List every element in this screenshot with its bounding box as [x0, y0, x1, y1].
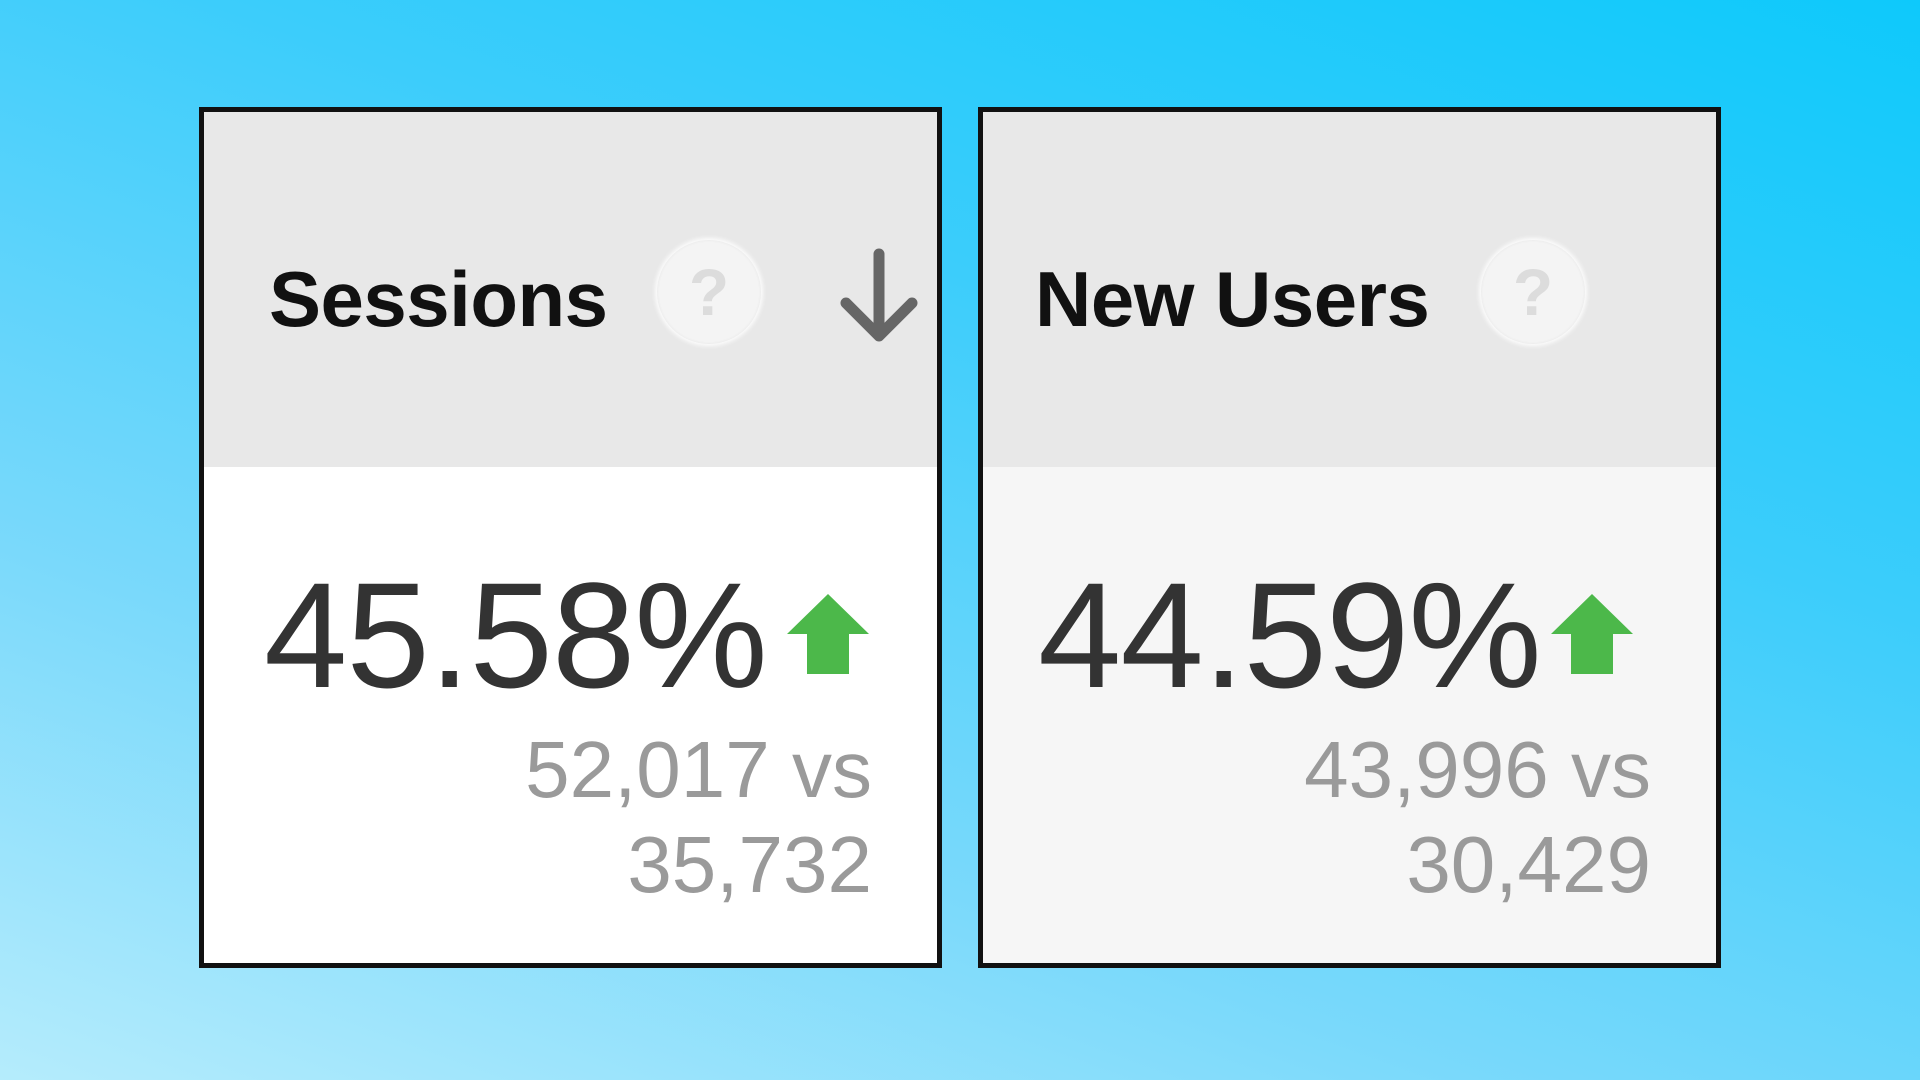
- metric-card-header[interactable]: Sessions ?: [204, 112, 937, 467]
- metric-card-sessions: Sessions ? 45.58% 52,017 vs 35,732: [199, 107, 942, 968]
- metric-card-body: 44.59% 43,996 vs 30,429: [983, 467, 1716, 963]
- percent-change-value: 45.58%: [264, 551, 768, 719]
- sort-arrow-down-icon[interactable]: [834, 248, 924, 348]
- metric-card-new-users: New Users ? 44.59% 43,996 vs 30,429: [978, 107, 1721, 968]
- trend-up-arrow-icon: [787, 594, 869, 674]
- comparison-text: 52,017 vs 35,732: [525, 722, 872, 912]
- help-question-icon[interactable]: ?: [657, 240, 761, 344]
- comparison-current-vs: 43,996 vs: [1304, 725, 1651, 814]
- percent-change-value: 44.59%: [1038, 551, 1542, 719]
- comparison-previous: 35,732: [627, 820, 872, 909]
- comparison-previous: 30,429: [1406, 820, 1651, 909]
- help-question-icon[interactable]: ?: [1481, 240, 1585, 344]
- metric-title: New Users: [1035, 255, 1430, 343]
- metric-title: Sessions: [269, 255, 608, 343]
- comparison-current-vs: 52,017 vs: [525, 725, 872, 814]
- comparison-text: 43,996 vs 30,429: [1304, 722, 1651, 912]
- metric-card-body: 45.58% 52,017 vs 35,732: [204, 467, 937, 963]
- trend-up-arrow-icon: [1551, 594, 1633, 674]
- metric-card-header[interactable]: New Users ?: [983, 112, 1716, 467]
